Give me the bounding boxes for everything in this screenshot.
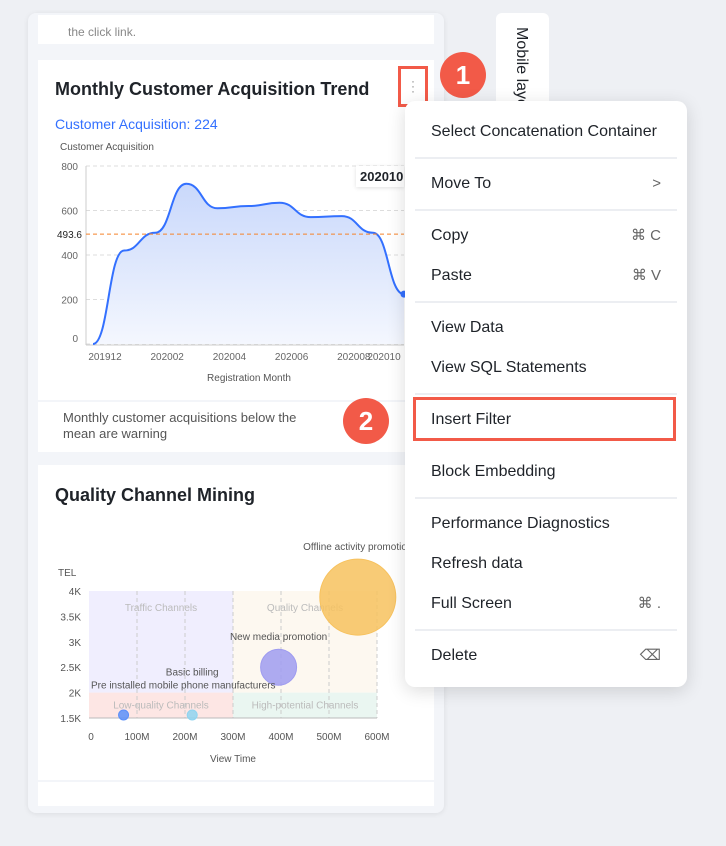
menu-item-select-concatenation-container[interactable]: Select Concatenation Container [431,117,661,147]
menu-item-copy[interactable]: Copy ⌘ C [431,221,661,251]
y-tick-label: 2.5K [60,663,81,674]
quadrant-traffic [89,591,233,693]
step-badge-2: 2 [343,398,389,444]
menu-divider [415,497,677,499]
tab-label: Mobile layout [513,27,530,103]
x-axis-title: Registration Month [207,373,291,384]
menu-item-label: Full Screen [431,595,512,612]
menu-item-label: Delete [431,647,478,664]
menu-item-label: View Data [431,319,504,336]
x-tick-label: 202008 [337,352,371,363]
shortcut-label: ⌘ . [637,595,661,612]
y-axis-title: Customer Acquisition [60,142,154,153]
bubble-label: Offline activity promotion [303,542,408,553]
menu-item-delete[interactable]: Delete ⌫ [431,641,661,671]
y-tick-label: 2K [69,689,82,700]
shortcut-label: ⌘ C [631,227,661,244]
shortcut-label: ⌫ [639,647,661,664]
menu-item-insert-filter[interactable]: Insert Filter [431,405,661,435]
quadrant-label: Traffic Channels [125,603,197,614]
y-tick-label: 800 [61,162,78,173]
quadrant-high-potential [233,692,377,718]
menu-item-label: Block Embedding [431,463,556,480]
menu-item-view-data[interactable]: View Data [431,313,661,343]
y-tick-label: 200 [61,296,78,307]
menu-item-block-embedding[interactable]: Block Embedding [431,457,661,487]
bubble [186,709,198,721]
menu-divider [415,209,677,211]
context-menu: Select Concatenation Container Move To > Co… [405,101,687,687]
x-axis-title: View Time [210,754,256,765]
menu-item-label: Copy [431,227,469,244]
y-tick-label: 1.5K [60,714,81,725]
mean-label: 493.6 [57,230,82,241]
footer-text: Monthly customer acquisitions below the … [63,410,297,441]
menu-item-move-to[interactable]: Move To > [431,169,661,199]
shortcut-label: > [652,175,661,192]
quadrant-label: Low-quality Channels [113,701,209,712]
acquisition-line-chart: Customer Acquisition 0 200 400 600 800 493.6 20… [57,142,408,384]
y-axis-title: TEL [58,568,77,579]
bubble-label: Pre installed mobile phone manufacturers [91,681,276,692]
menu-item-label: View SQL Statements [431,359,587,376]
bubble-label: Basic billing [166,668,219,679]
bubble [118,709,130,721]
y-tick-label: 4K [69,587,82,598]
card-title: Monthly Customer Acquisition Trend [55,79,370,99]
menu-item-full-screen[interactable]: Full Screen ⌘ . [431,589,661,619]
y-tick-label: 600 [61,207,78,218]
menu-item-performance-diagnostics[interactable]: Performance Diagnostics [431,509,661,539]
x-tick-label: 202002 [151,352,185,363]
menu-item-paste[interactable]: Paste ⌘ V [431,261,661,291]
bottom-card [38,782,434,806]
metric-value: Customer Acquisition: 224 [55,116,218,132]
menu-item-label: Performance Diagnostics [431,515,610,532]
quadrant-low-quality [89,692,233,718]
quality-scatter-chart: Traffic Channels Quality Channels Low-qual… [58,542,408,765]
shortcut-label: ⌘ V [631,267,661,284]
x-tick-label: 0 [88,732,94,743]
quadrant-label: High-potential Channels [252,701,359,712]
menu-divider [415,393,677,395]
bubble [319,558,397,636]
insert-filter-highlight [413,397,676,441]
x-tick-label: 202010 [367,352,401,363]
x-tick-label: 600M [364,732,389,743]
more-button[interactable]: · · · [398,66,428,107]
x-tick-label: 201912 [88,352,122,363]
more-dots-icon: · · · [411,74,415,98]
menu-item-label: Move To [431,175,492,192]
y-tick-label: 0 [72,334,78,345]
menu-item-label: Refresh data [431,555,523,572]
menu-item-label: Paste [431,267,472,284]
x-tick-label: 202006 [275,352,309,363]
step-badge-1: 1 [440,52,486,98]
menu-divider [415,301,677,303]
menu-item-refresh-data[interactable]: Refresh data [431,549,661,579]
bubble-label: New media promotion [230,632,327,643]
x-tick-label: 200M [172,732,197,743]
menu-divider [415,157,677,159]
y-tick-label: 400 [61,251,78,262]
top-card: the click link. [38,15,434,44]
menu-item-label: Select Concatenation Container [431,123,657,140]
y-tick-label: 3K [69,638,82,649]
x-tick-label: 202004 [213,352,247,363]
area-fill [93,183,404,344]
x-tick-label: 100M [124,732,149,743]
x-tick-label: 500M [316,732,341,743]
menu-item-view-sql-statements[interactable]: View SQL Statements [431,353,661,383]
menu-divider [415,629,677,631]
y-tick-label: 3.5K [60,612,81,623]
top-card-text: the click link. [68,25,137,39]
card-title: Quality Channel Mining [55,485,256,505]
mobile-layout-tab[interactable]: Mobile layout [496,13,549,103]
quadrant-label: Quality Channels [267,603,343,614]
series-line [92,182,405,345]
menu-item-label: Insert Filter [431,411,512,428]
x-tick-label: 300M [220,732,245,743]
x-tick-label: 400M [268,732,293,743]
bubble [260,648,298,686]
chart-tooltip: 202010 [356,166,404,187]
